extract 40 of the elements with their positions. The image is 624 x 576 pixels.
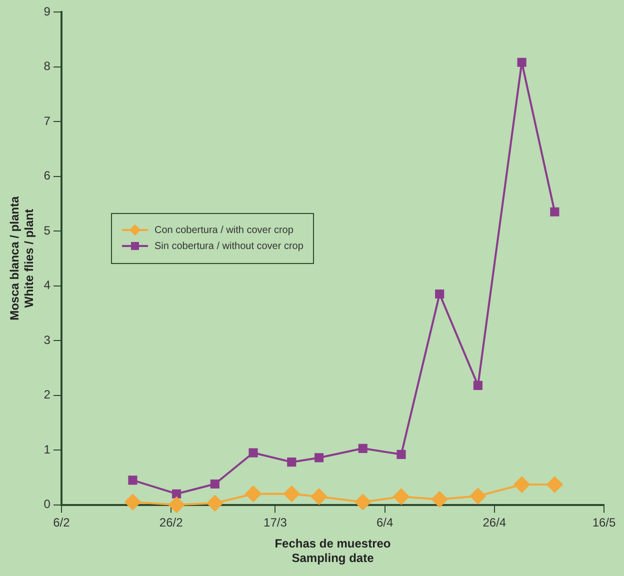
point: [210, 479, 220, 489]
point: [393, 488, 410, 505]
point: [358, 444, 368, 453]
point: [550, 207, 560, 216]
x-tick-label: 6/2: [53, 515, 70, 530]
point: [284, 486, 300, 502]
y-tick-label: 7: [44, 114, 51, 128]
y-tick-label: 6: [44, 168, 51, 183]
x-tick-label: 26/2: [159, 515, 184, 530]
point: [470, 488, 486, 504]
y-tick-label: 1: [44, 442, 51, 456]
y-tick-label: 5: [44, 223, 51, 238]
point: [354, 494, 371, 510]
point: [546, 476, 563, 493]
x-axis-title: Fechas de muestreo Sampling date: [274, 536, 391, 566]
point: [314, 453, 324, 462]
y-axis-title: Mosca blanca / planta White flies / plant: [8, 196, 36, 320]
point: [245, 486, 262, 502]
x-tick-label: 6/4: [376, 515, 394, 530]
point: [435, 289, 444, 299]
legend-label: Con cobertura / with cover crop: [154, 224, 294, 236]
x-tick-label: 16/5: [592, 515, 616, 530]
point: [473, 380, 482, 390]
x-tick-label: 26/4: [482, 515, 506, 530]
point: [396, 450, 406, 459]
y-tick-label: 2: [44, 388, 51, 402]
x-tick-label: 17/3: [264, 515, 288, 530]
point: [206, 495, 223, 512]
y-tick-label: 0: [44, 497, 51, 512]
point: [432, 491, 448, 508]
y-tick-label: 3: [44, 332, 51, 347]
point: [514, 476, 530, 493]
point: [517, 58, 526, 67]
y-tick-label: 4: [44, 278, 51, 292]
y-tick-label: 9: [44, 4, 51, 18]
point: [287, 458, 296, 467]
legend-label: Sin cobertura / without cover crop: [154, 240, 304, 252]
point: [248, 448, 258, 458]
y-tick-label: 8: [44, 59, 51, 74]
point: [311, 488, 328, 505]
